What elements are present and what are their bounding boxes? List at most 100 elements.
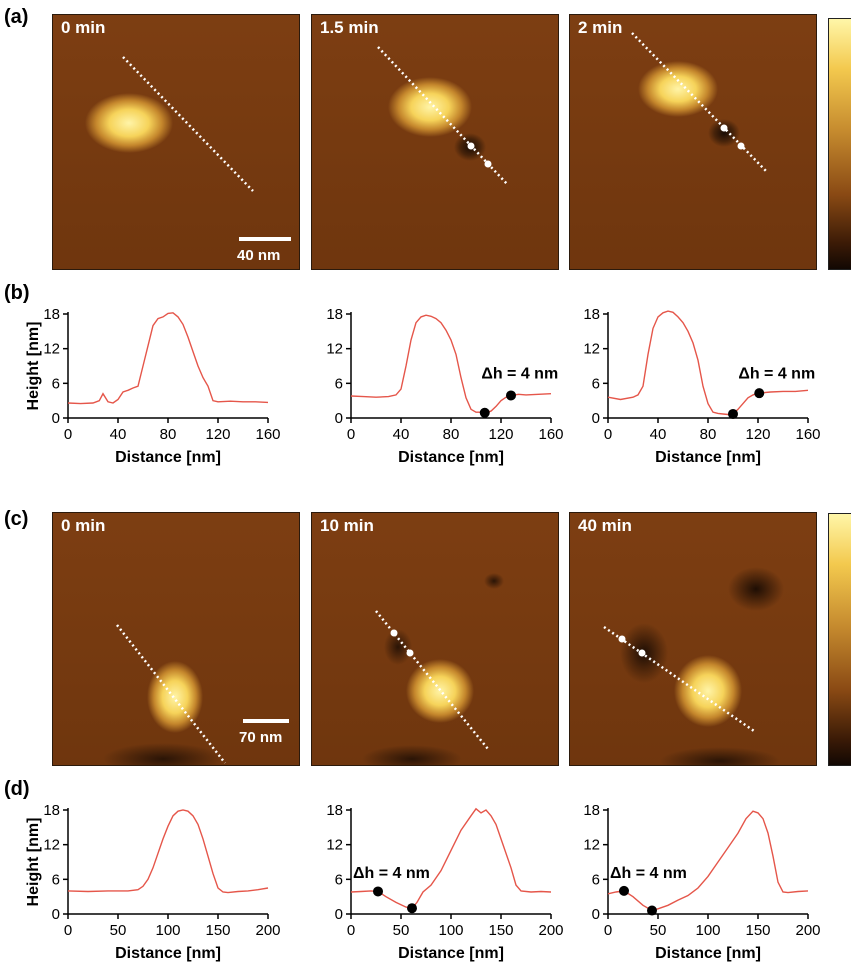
afm-image-a2: 1.5 min <box>311 14 559 270</box>
y-tick-label: 12 <box>326 837 343 854</box>
profile-line <box>375 610 489 750</box>
profile-marker <box>373 886 383 897</box>
x-tick-label: 0 <box>604 426 612 443</box>
x-axis-label: Distance [nm] <box>655 449 761 466</box>
y-tick-label: 0 <box>52 906 60 923</box>
colorbar-a <box>828 18 851 270</box>
x-tick-label: 150 <box>745 922 770 939</box>
y-tick-label: 6 <box>335 375 343 392</box>
y-tick-label: 0 <box>335 906 343 923</box>
y-tick-label: 12 <box>43 837 60 854</box>
colorbar-c <box>828 513 851 766</box>
delta-h-annotation: Δh = 4 nm <box>353 865 430 882</box>
profile-marker <box>506 390 516 401</box>
height-profile-d3: 0 6 12 18 0 50 100 150 200 Distance [nm] Δh = 4 nm <box>583 802 820 962</box>
height-profile-line <box>607 310 809 416</box>
profile-marker <box>647 905 657 916</box>
x-axis-label: Distance [nm] <box>398 449 504 466</box>
x-tick-label: 150 <box>488 922 513 939</box>
x-tick-label: 40 <box>650 426 667 443</box>
profile-marker <box>754 388 765 399</box>
x-tick-label: 50 <box>393 922 410 939</box>
x-tick-label: 50 <box>650 922 667 939</box>
height-profile-d2: 0 6 12 18 0 50 100 150 200 Distance [nm] Δh = 4 nm <box>326 802 563 962</box>
time-label: 0 min <box>61 18 106 37</box>
delta-h-annotation: Δh = 4 nm <box>610 865 687 882</box>
x-tick-label: 80 <box>160 426 177 443</box>
x-tick-label: 200 <box>255 922 280 939</box>
y-tick-label: 0 <box>52 410 60 427</box>
profile-line <box>122 56 254 192</box>
y-tick-label: 12 <box>43 341 60 358</box>
x-axis-label: Distance [nm] <box>115 449 221 466</box>
x-tick-label: 100 <box>695 922 720 939</box>
x-tick-label: 200 <box>538 922 563 939</box>
x-tick-label: 50 <box>110 922 127 939</box>
profile-line <box>377 46 509 186</box>
afm-image-c1: 0 min 70 nm <box>52 512 300 766</box>
height-profile-d1: 0 6 12 18 0 50 100 150 200 Distance [nm] Height [n… <box>25 802 281 962</box>
x-tick-label: 120 <box>205 426 230 443</box>
y-tick-label: 18 <box>583 306 600 323</box>
x-tick-label: 120 <box>745 426 770 443</box>
time-label: 1.5 min <box>320 18 379 37</box>
x-tick-label: 40 <box>393 426 410 443</box>
profile-marker <box>728 408 738 419</box>
x-tick-label: 40 <box>110 426 127 443</box>
y-tick-label: 18 <box>583 802 600 819</box>
scale-bar <box>239 237 291 241</box>
y-tick-label: 18 <box>326 306 343 323</box>
panel-label-c: (c) <box>4 508 29 530</box>
height-profile-b1: 0 6 12 18 0 40 80 120 160 Distance [nm] Height [nm… <box>25 306 281 466</box>
profile-line <box>631 32 767 172</box>
x-tick-label: 0 <box>64 426 72 443</box>
y-tick-label: 0 <box>592 410 600 427</box>
x-tick-label: 0 <box>347 426 355 443</box>
x-axis-label: Distance [nm] <box>398 945 504 962</box>
height-profile-line <box>607 810 809 912</box>
time-label: 10 min <box>320 516 374 535</box>
x-tick-label: 0 <box>64 922 72 939</box>
x-tick-label: 100 <box>438 922 463 939</box>
x-tick-label: 160 <box>255 426 280 443</box>
time-label: 0 min <box>61 516 106 535</box>
panel-label-a: (a) <box>4 6 29 28</box>
x-tick-label: 100 <box>155 922 180 939</box>
scale-bar-label: 40 nm <box>237 247 281 264</box>
x-tick-label: 80 <box>443 426 460 443</box>
y-tick-label: 12 <box>326 341 343 358</box>
profile-marker <box>619 885 629 896</box>
x-tick-label: 0 <box>604 922 612 939</box>
y-axis-label: Height [nm] <box>25 818 42 907</box>
y-tick-label: 12 <box>583 341 600 358</box>
y-tick-label: 6 <box>52 375 60 392</box>
profile-line <box>603 625 755 733</box>
panel-label-b: (b) <box>4 282 30 304</box>
y-axis-label: Height [nm] <box>25 322 42 411</box>
afm-image-a1: 0 min 40 nm <box>52 14 300 270</box>
delta-h-annotation: Δh = 4 nm <box>481 366 558 383</box>
afm-image-a3: 2 min <box>569 14 817 270</box>
x-axis-label: Distance [nm] <box>115 945 221 962</box>
panel-label-d: (d) <box>4 778 30 800</box>
profile-line <box>116 624 226 764</box>
y-tick-label: 12 <box>583 837 600 854</box>
x-tick-label: 160 <box>795 426 820 443</box>
time-label: 2 min <box>578 18 623 37</box>
y-tick-label: 6 <box>592 871 600 888</box>
delta-h-annotation: Δh = 4 nm <box>738 366 815 383</box>
y-tick-label: 18 <box>43 306 60 323</box>
height-profile-b2: 0 6 12 18 0 40 80 120 160 Distance [nm] Δh = 4 nm <box>326 306 563 466</box>
scale-bar-label: 70 nm <box>239 729 283 746</box>
y-tick-label: 18 <box>43 802 60 819</box>
afm-image-c3: 40 min <box>569 512 817 766</box>
y-tick-label: 6 <box>592 375 600 392</box>
height-profile-line <box>350 807 552 909</box>
scale-bar <box>243 719 289 723</box>
y-tick-label: 18 <box>326 802 343 819</box>
profile-marker <box>479 407 490 418</box>
y-tick-label: 0 <box>592 906 600 923</box>
time-label: 40 min <box>578 516 632 535</box>
height-profile-line <box>67 312 269 405</box>
x-tick-label: 80 <box>700 426 717 443</box>
